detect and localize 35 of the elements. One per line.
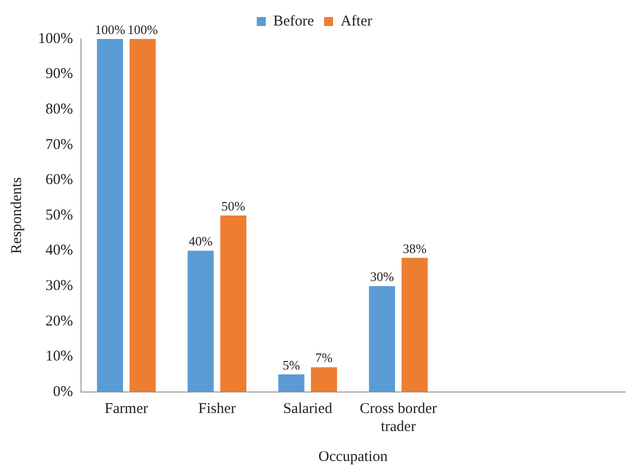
x-tick-label: Fisher <box>198 400 236 417</box>
x-axis-title: Occupation <box>318 448 388 465</box>
data-label: 5% <box>282 357 300 372</box>
y-tick-label: 20% <box>45 313 73 330</box>
legend-label: After <box>340 13 372 30</box>
data-label: 30% <box>370 269 394 284</box>
bar <box>220 216 246 392</box>
data-label: 7% <box>315 350 333 366</box>
bar <box>96 39 124 392</box>
y-tick-label: 30% <box>45 278 73 294</box>
y-tick-label: 40% <box>45 242 73 259</box>
y-axis-title: Respondents <box>8 177 25 254</box>
y-tick-label: 90% <box>45 66 73 82</box>
y-tick-label: 50% <box>45 207 73 224</box>
y-tick-label: 10% <box>45 348 73 365</box>
x-tick-label: Farmer <box>104 400 148 417</box>
bar <box>130 39 156 392</box>
data-label: 38% <box>402 240 427 256</box>
bar <box>368 286 396 392</box>
bar <box>188 250 214 392</box>
y-tick-label: 80% <box>45 102 73 118</box>
bar <box>402 258 428 392</box>
data-label: 100% <box>94 22 126 37</box>
x-tick-label: Cross border trader <box>360 400 437 435</box>
bar <box>278 374 304 392</box>
data-label: 100% <box>127 22 158 37</box>
data-label: 40% <box>188 234 213 249</box>
y-tick-label: 0% <box>52 384 73 400</box>
x-tick-label: Salaried <box>283 400 333 417</box>
bar <box>310 367 338 392</box>
data-label: 50% <box>221 198 246 214</box>
y-tick-label: 60% <box>45 172 73 188</box>
y-tick-label: 100% <box>38 30 73 47</box>
legend-label: Before <box>273 13 314 30</box>
y-tick-label: 70% <box>45 136 73 153</box>
